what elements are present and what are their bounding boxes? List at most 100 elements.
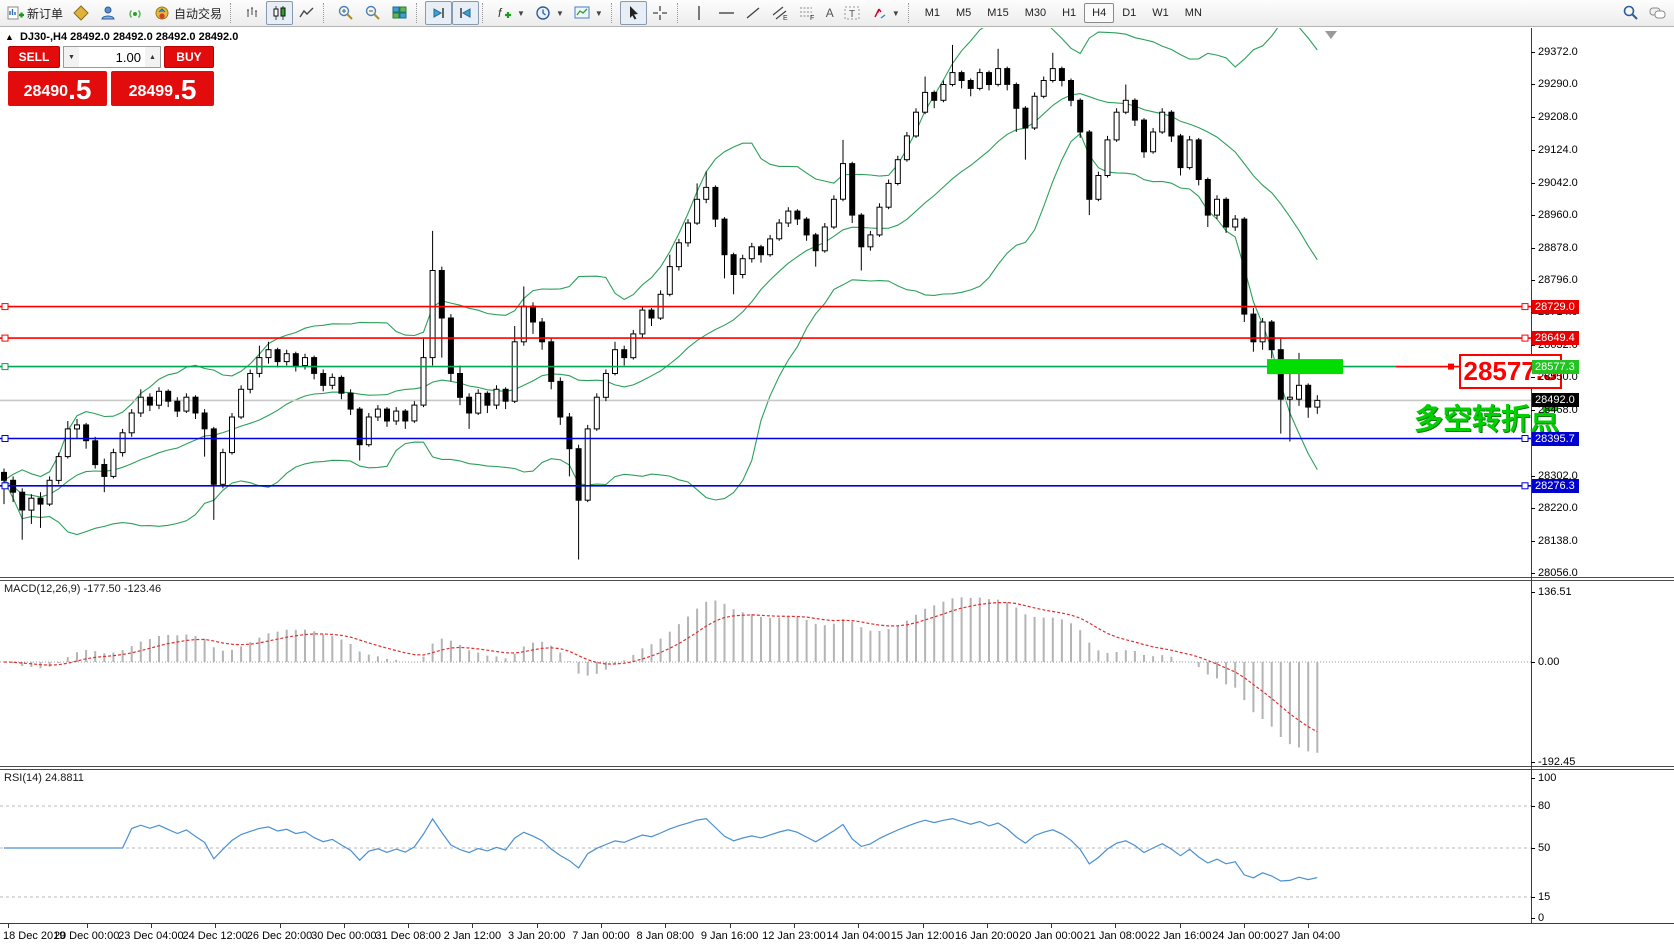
price-tick-label: 28220.0 [1538,502,1578,514]
crosshair-tool-button[interactable] [647,1,674,25]
toolbar-separator [416,3,422,23]
chat-icon[interactable] [1649,5,1666,21]
line-handle[interactable] [1,435,9,442]
price-tick [1531,150,1535,151]
highlight-rectangle[interactable] [1267,359,1343,375]
timeframe-m15[interactable]: M15 [987,7,1009,19]
price-tick [1531,410,1535,411]
text-label-icon: T [844,5,861,21]
line-handle[interactable] [1,482,9,490]
new-order-button[interactable]: 新订单 [2,1,68,25]
macd-signal-line [3,601,1318,733]
zoom-out-button[interactable] [359,1,386,25]
time-axis-label: 8 Jan 08:00 [636,930,695,942]
market-watch-button[interactable] [95,1,122,25]
callout-anchor [1448,363,1454,370]
macd-scale-label: -192.45 [1538,756,1576,768]
vertical-line-tool[interactable] [686,1,713,25]
macd-pane-separator[interactable] [0,577,1674,581]
volume-field[interactable]: 1.00 [78,47,145,67]
candlestick-chart-button[interactable] [266,1,294,25]
time-axis-tick [280,924,281,928]
price-axis-border [1531,28,1532,923]
timeframe-d1[interactable]: D1 [1122,7,1137,19]
channel-icon: E [772,5,789,22]
trendline-tool[interactable] [740,1,767,25]
signals-button[interactable] [122,1,149,25]
time-axis-tick [8,924,9,928]
search-icon[interactable] [1622,5,1639,21]
chart-shift-marker[interactable] [1325,31,1337,39]
time-axis-label: 18 Dec 2019 [3,930,66,942]
autotrade-icon [154,5,171,21]
toolbar-right-group [1622,2,1666,24]
time-axis-label: 26 Dec 20:00 [246,930,313,942]
time-axis-label: 20 Dec 00:00 [53,930,120,942]
symbol-period-label: DJ30-,H4 [19,31,68,43]
line-handle[interactable] [1521,303,1529,311]
tile-windows-button[interactable] [386,1,413,25]
line-handle[interactable] [1,303,9,311]
periods-dropdown[interactable]: ▼ [530,1,569,25]
line-handle[interactable] [1521,334,1529,342]
one-click-trading-panel: SELL ▼ 1.00 ▲ BUY 28490.5 28499.5 [8,46,214,106]
timeframe-m5[interactable]: M5 [956,7,972,19]
auto-scroll-button[interactable] [425,1,453,25]
profile-button[interactable] [68,1,95,25]
toolbar-separator [482,3,488,23]
bar-chart-button[interactable] [239,1,266,25]
time-axis-label: 16 Jan 20:00 [954,930,1019,942]
time-axis-tick [665,924,666,928]
time-axis-tick [1308,924,1309,928]
crosshair-icon [652,5,669,21]
zoom-in-button[interactable] [332,1,359,25]
timeframe-m30[interactable]: M30 [1024,7,1047,19]
indicators-dropdown[interactable]: f ▼ [491,1,530,25]
timeframe-h4[interactable]: H4 [1084,3,1115,23]
timeframe-h1[interactable]: H1 [1062,7,1077,19]
rsi-value: 24.8811 [44,772,84,784]
line-handle[interactable] [1521,482,1529,490]
line-handle[interactable] [1,363,9,371]
line-handle[interactable] [1521,435,1529,442]
price-tick [1531,345,1535,346]
price-tick [1531,541,1535,542]
rsi-pane-separator[interactable] [0,766,1674,770]
collapse-panel-icon[interactable]: ▲ [5,32,14,42]
line-handle[interactable] [1,334,9,342]
svg-text:E: E [783,15,788,21]
text-label-tool[interactable]: T [839,1,866,25]
time-axis-label: 21 Jan 08:00 [1083,930,1148,942]
turning-point-note: 多空转折点 [1414,404,1560,436]
quote-line: ▲ DJ30-,H4 28492.0 28492.0 28492.0 28492… [5,31,238,43]
horizontal-line-tool[interactable] [713,1,740,25]
buy-button[interactable]: BUY [163,46,214,68]
volume-decrease-button[interactable]: ▼ [63,47,79,67]
time-axis-label: 30 Dec 00:00 [311,930,377,942]
time-axis-tick [858,924,859,928]
rsi-line [4,817,1318,882]
buy-price[interactable]: 28499.5 [111,71,214,106]
sell-button[interactable]: SELL [8,46,60,68]
equidistant-channel-tool[interactable]: E [767,1,794,25]
timeframe-w1[interactable]: W1 [1152,7,1169,19]
rsi-tick [1531,918,1535,919]
chart-shift-button[interactable] [452,1,480,25]
templates-dropdown[interactable]: ▼ [569,1,608,25]
chevron-down-icon: ▼ [891,8,900,18]
macd-signal-value: -123.46 [123,583,162,595]
autotrade-button[interactable]: 自动交易 [149,1,227,25]
fibonacci-tool[interactable]: F [794,1,821,25]
cursor-tool-button[interactable] [619,1,647,25]
timeframe-m1[interactable]: M1 [924,7,941,19]
volume-increase-button[interactable]: ▲ [144,47,160,67]
text-tool[interactable]: A [821,1,839,25]
timeframe-mn[interactable]: MN [1184,7,1202,19]
rsi-label: RSI(14) 24.8811 [4,772,84,784]
line-chart-button[interactable] [293,1,320,25]
rsi-scale-label: 0 [1538,912,1545,924]
new-order-label: 新订单 [27,6,64,21]
arrows-tool-dropdown[interactable]: ▼ [866,1,905,25]
sell-price[interactable]: 28490.5 [8,71,107,106]
